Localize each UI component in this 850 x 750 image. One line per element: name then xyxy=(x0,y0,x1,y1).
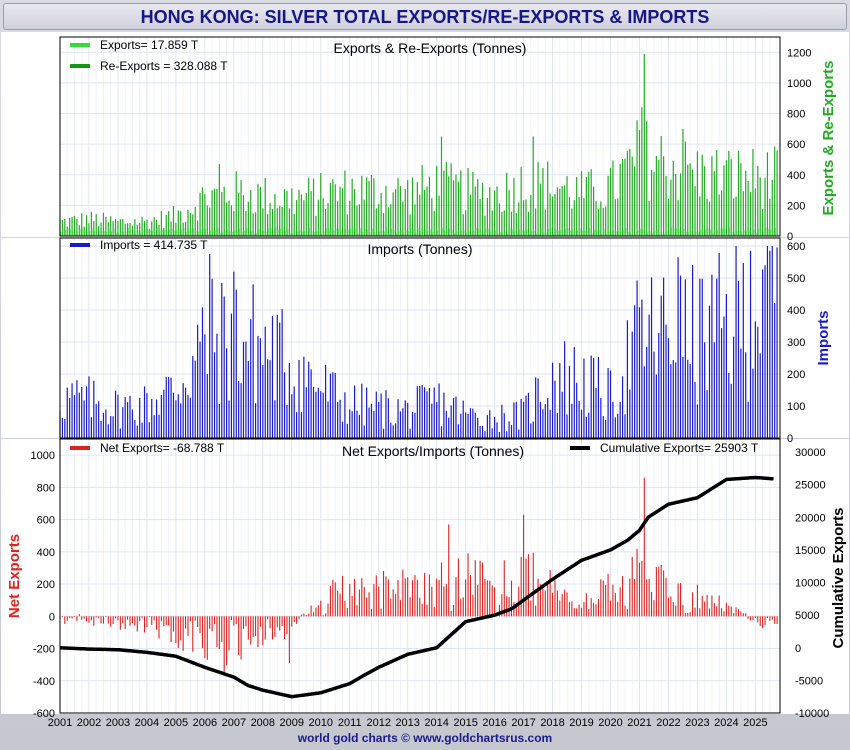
y-right-tick-label: 5000 xyxy=(795,610,819,622)
y-tick-label: 800 xyxy=(37,482,55,494)
y-tick-label: 600 xyxy=(787,241,805,253)
axis-layer: 2001 2002 2003 2004 2005 2006 2007 2008 2009 2010… xyxy=(31,47,830,729)
y-tick-label: 200 xyxy=(37,579,55,591)
ylabel-cumulative: Cumulative Exports xyxy=(830,508,847,649)
ylabel-imports: Imports xyxy=(815,310,832,365)
y-right-tick-label: 0 xyxy=(795,643,801,655)
x-tick-label: 2013 xyxy=(395,717,419,729)
y-tick-label: 1000 xyxy=(31,450,55,462)
x-tick-label: 2006 xyxy=(193,717,217,729)
legend-swatch-cumulative xyxy=(570,446,590,450)
x-tick-label: 2010 xyxy=(309,717,333,729)
footer-credit: world gold charts © www.goldchartsrus.co… xyxy=(297,731,553,745)
y-tick-label: 300 xyxy=(787,337,805,349)
x-tick-label: 2024 xyxy=(714,717,738,729)
x-tick-label: 2011 xyxy=(338,717,362,729)
y-right-tick-label: 20000 xyxy=(795,512,826,524)
x-tick-label: 2009 xyxy=(280,717,304,729)
y-tick-label: 200 xyxy=(787,200,805,212)
chart-title: HONG KONG: SILVER TOTAL EXPORTS/RE-EXPOR… xyxy=(3,3,847,30)
y-tick-label: 1200 xyxy=(787,47,811,59)
x-tick-label: 2016 xyxy=(482,717,506,729)
imports-plot-border xyxy=(59,237,781,439)
exports-panel-title: Exports & Re-Exports (Tonnes) xyxy=(334,40,527,56)
y-tick-label: 1000 xyxy=(787,78,811,90)
x-tick-label: 2001 xyxy=(48,717,72,729)
y-tick-label: 0 xyxy=(787,231,793,243)
legend-reexports: Re-Exports = 328.088 T xyxy=(100,59,228,73)
net-plot-border xyxy=(59,438,781,714)
y-right-tick-label: -5000 xyxy=(795,675,823,687)
y-tick-label: 100 xyxy=(787,401,805,413)
y-right-tick-label: 25000 xyxy=(795,480,826,492)
x-tick-label: 2007 xyxy=(222,717,246,729)
x-tick-label: 2014 xyxy=(424,717,448,729)
x-tick-label: 2019 xyxy=(569,717,593,729)
x-tick-label: 2005 xyxy=(164,717,188,729)
line-layer xyxy=(59,475,775,699)
y-right-tick-label: -10000 xyxy=(795,708,829,720)
x-tick-label: 2025 xyxy=(743,717,767,729)
y-tick-label: -200 xyxy=(33,644,55,656)
y-tick-label: 200 xyxy=(787,369,805,381)
legend-swatch-net xyxy=(70,446,90,450)
legend-net: Net Exports= -68.788 T xyxy=(100,441,225,455)
legend-swatch-imports xyxy=(70,243,90,247)
legend-imports: Imports = 414.735 T xyxy=(100,238,208,252)
y-tick-label: 0 xyxy=(49,611,55,623)
y-tick-label: 500 xyxy=(787,273,805,285)
x-tick-label: 2021 xyxy=(627,717,651,729)
y-tick-label: 400 xyxy=(37,547,55,559)
y-tick-label: -600 xyxy=(33,708,55,720)
bars-layer xyxy=(59,53,779,673)
x-tick-label: 2017 xyxy=(511,717,535,729)
x-tick-label: 2022 xyxy=(656,717,680,729)
y-tick-label: 800 xyxy=(787,109,805,121)
x-tick-label: 2015 xyxy=(453,717,477,729)
y-tick-label: 600 xyxy=(787,139,805,151)
x-tick-label: 2023 xyxy=(685,717,709,729)
legend-swatch-reexports xyxy=(70,64,90,68)
y-tick-label: 600 xyxy=(37,515,55,527)
legend-exports: Exports= 17.859 T xyxy=(100,38,199,52)
imports-panel-title: Imports (Tonnes) xyxy=(367,241,472,257)
x-tick-label: 2012 xyxy=(366,717,390,729)
y-right-tick-label: 30000 xyxy=(795,447,826,459)
y-tick-label: 400 xyxy=(787,170,805,182)
x-tick-label: 2008 xyxy=(251,717,275,729)
cumulative-exports-line xyxy=(59,475,775,699)
x-tick-label: 2018 xyxy=(540,717,564,729)
x-tick-label: 2020 xyxy=(598,717,622,729)
y-tick-label: 400 xyxy=(787,305,805,317)
x-tick-label: 2004 xyxy=(135,717,159,729)
x-tick-label: 2003 xyxy=(106,717,130,729)
legend-cumulative: Cumulative Exports= 25903 T xyxy=(600,441,759,455)
ylabel-net: Net Exports xyxy=(6,534,23,618)
y-right-tick-label: 15000 xyxy=(795,545,826,557)
legend-swatch-exports xyxy=(70,43,90,47)
y-tick-label: -400 xyxy=(33,676,55,688)
y-tick-label: 0 xyxy=(787,433,793,445)
x-tick-label: 2002 xyxy=(77,717,101,729)
y-right-tick-label: 10000 xyxy=(795,578,826,590)
exports-plot-border xyxy=(59,36,781,237)
net-panel-title: Net Exports/Imports (Tonnes) xyxy=(342,443,524,459)
ylabel-exports: Exports & Re-Exports xyxy=(820,60,837,215)
